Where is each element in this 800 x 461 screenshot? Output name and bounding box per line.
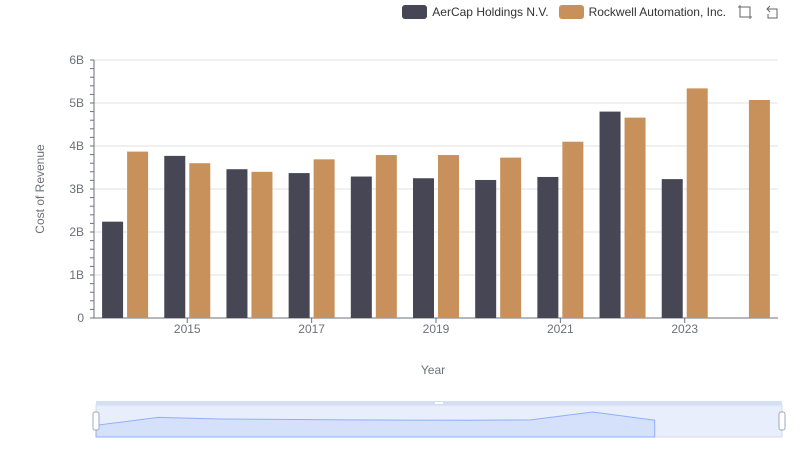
legend-item-aercap[interactable]: AerCap Holdings N.V. xyxy=(402,5,549,19)
bar-aercap-2016[interactable] xyxy=(226,169,248,318)
bar-aercap-2023[interactable] xyxy=(661,179,683,318)
bar-aercap-2020[interactable] xyxy=(475,179,497,318)
bar-rockwell-2023[interactable] xyxy=(686,88,708,318)
zoom-handle-left[interactable] xyxy=(92,411,100,431)
x-tick-label: 2021 xyxy=(547,322,574,336)
y-tick-label: 3B xyxy=(69,182,84,196)
bar-aercap-2018[interactable] xyxy=(350,176,372,318)
legend-item-rockwell[interactable]: Rockwell Automation, Inc. xyxy=(558,5,726,19)
zoom-handle-right[interactable] xyxy=(778,411,786,431)
bar-aercap-2021[interactable] xyxy=(537,176,559,318)
x-tick-label: 2017 xyxy=(298,322,325,336)
bar-rockwell-2018[interactable] xyxy=(375,155,397,318)
y-tick-label: 2B xyxy=(69,225,84,239)
bar-aercap-2015[interactable] xyxy=(164,155,186,318)
x-tick-label: 2015 xyxy=(174,322,201,336)
y-tick-label: 0 xyxy=(77,311,84,325)
y-tick-label: 6B xyxy=(69,53,84,67)
zoom-overview-area xyxy=(95,411,656,438)
bar-rockwell-2016[interactable] xyxy=(251,171,273,318)
zoom-drag-grip[interactable] xyxy=(435,402,443,404)
y-tick-label: 1B xyxy=(69,268,84,282)
bar-rockwell-2015[interactable] xyxy=(189,163,211,318)
x-tick-label: 2023 xyxy=(671,322,698,336)
bar-rockwell-2014[interactable] xyxy=(127,151,149,318)
bar-aercap-2022[interactable] xyxy=(599,111,621,318)
zoom-icon[interactable] xyxy=(736,3,754,21)
y-axis-title: Cost of Revenue xyxy=(33,144,47,234)
legend: AerCap Holdings N.V. Rockwell Automation… xyxy=(402,3,782,21)
x-axis-title: Year xyxy=(421,363,445,377)
bar-rockwell-2019[interactable] xyxy=(438,155,459,318)
zoom-reset-icon[interactable] xyxy=(764,3,782,21)
bar-aercap-2019[interactable] xyxy=(413,178,434,318)
bar-rockwell-2022[interactable] xyxy=(624,117,646,319)
legend-label-rockwell: Rockwell Automation, Inc. xyxy=(588,5,726,19)
bar-aercap-2014[interactable] xyxy=(102,221,124,318)
x-tick-label: 2019 xyxy=(423,322,450,336)
bar-rockwell-2017[interactable] xyxy=(313,159,335,318)
y-tick-label: 5B xyxy=(69,96,84,110)
bar-rockwell-2021[interactable] xyxy=(562,141,584,318)
bar-rockwell-2024[interactable] xyxy=(748,99,770,319)
y-tick-label: 4B xyxy=(69,139,84,153)
legend-swatch-rockwell xyxy=(558,5,584,19)
legend-label-aercap: AerCap Holdings N.V. xyxy=(432,5,549,19)
bar-aercap-2017[interactable] xyxy=(288,173,310,318)
legend-swatch-aercap xyxy=(402,5,428,19)
bar-rockwell-2020[interactable] xyxy=(500,157,522,318)
